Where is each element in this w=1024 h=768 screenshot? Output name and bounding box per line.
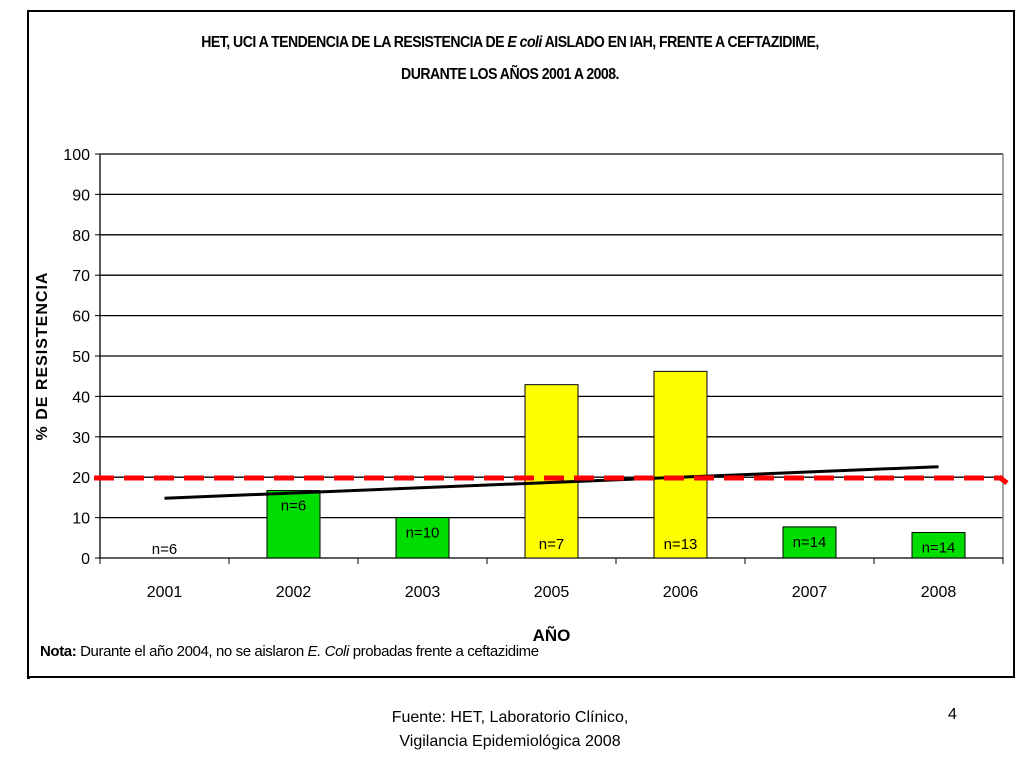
title-text-2: AISLADO EN IAH, FRENTE A CEFTAZIDIME,	[541, 34, 820, 51]
y-tick-label: 70	[72, 268, 90, 285]
bar	[395, 517, 450, 559]
x-tick-label: 2005	[534, 584, 570, 601]
x-tick-label: 2003	[405, 584, 441, 601]
title-text-1: HET, UCI A TENDENCIA DE LA RESISTENCIA D…	[201, 34, 508, 51]
source-line-1: Fuente: HET, Laboratorio Clínico,	[391, 709, 629, 726]
bar-label: n=7	[539, 536, 564, 553]
trend-line	[164, 465, 939, 500]
title-italic: E coli	[507, 34, 542, 51]
y-axis-title: % DE RESISTENCIA	[34, 272, 51, 441]
bar-label: n=6	[281, 498, 306, 515]
bar-label: n=13	[664, 536, 698, 553]
x-tick-label: 2002	[276, 584, 312, 601]
slide-frame	[27, 10, 1015, 678]
source-caption: Fuente: HET, Laboratorio Clínico, Vigila…	[330, 706, 690, 754]
bar-label: n=14	[793, 534, 827, 551]
x-axis-title: AÑO	[533, 625, 571, 645]
chart-note: Nota: Durante el año 2004, no se aislaro…	[40, 643, 539, 660]
y-tick-label: 20	[72, 470, 90, 487]
corner-mark	[27, 676, 30, 679]
note-text: Durante el año 2004, no se aislaron	[76, 643, 308, 660]
y-tick-label: 50	[72, 349, 90, 366]
y-tick-label: 30	[72, 430, 90, 447]
bar	[653, 370, 708, 559]
bar	[911, 532, 966, 559]
reference-line-end	[997, 475, 1009, 486]
bar	[782, 526, 837, 559]
chart-title-line1: HET, UCI A TENDENCIA DE LA RESISTENCIA D…	[88, 34, 933, 52]
bar-label: n=10	[406, 525, 440, 542]
bar-label: n=14	[922, 540, 956, 557]
bar	[524, 384, 579, 559]
y-tick-label: 40	[72, 389, 90, 406]
x-tick-label: 2006	[663, 584, 699, 601]
y-tick-label: 90	[72, 187, 90, 204]
y-tick-label: 80	[72, 228, 90, 245]
bar-label: n=6	[152, 541, 177, 558]
page-number: 4	[948, 706, 957, 723]
x-tick-label: 2001	[147, 584, 183, 601]
y-tick-label: 0	[81, 551, 90, 568]
chart-title-line2: DURANTE LOS AÑOS 2001 A 2008.	[401, 66, 619, 83]
note-text-end: probadas frente a ceftazidime	[348, 643, 539, 660]
y-tick-label: 100	[63, 147, 90, 164]
source-line-2: Vigilancia Epidemiológica 2008	[399, 733, 621, 750]
note-label: Nota:	[40, 643, 77, 660]
x-tick-label: 2008	[921, 584, 957, 601]
y-tick-label: 60	[72, 309, 90, 326]
bar	[266, 490, 321, 559]
note-italic: E. Coli	[307, 643, 350, 660]
x-tick-label: 2007	[792, 584, 828, 601]
y-tick-label: 10	[72, 511, 90, 528]
